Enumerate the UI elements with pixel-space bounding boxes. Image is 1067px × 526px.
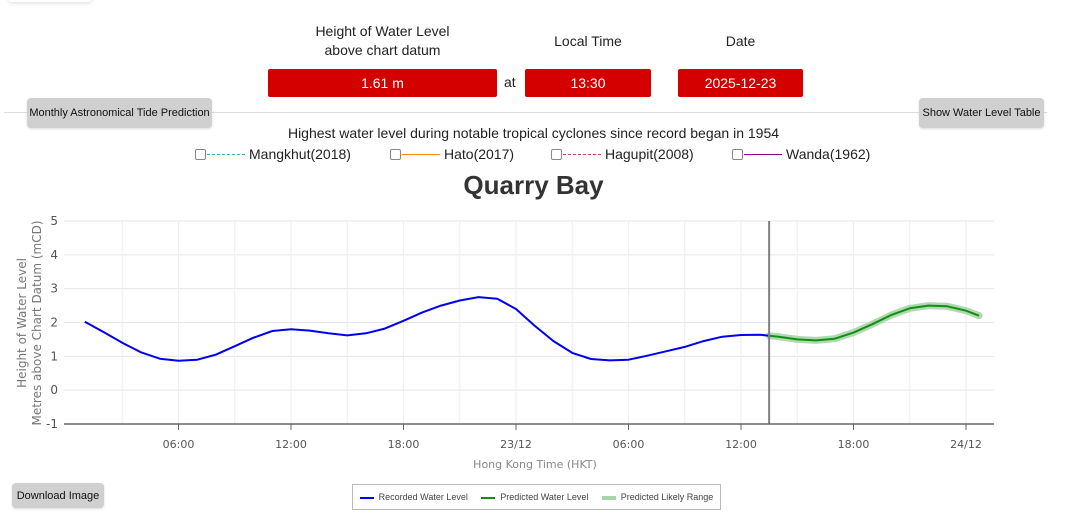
legend-recorded-label: Recorded Water Level (378, 492, 468, 502)
dashed-line-icon (563, 153, 601, 155)
solid-line-icon (744, 153, 782, 155)
checkbox[interactable] (390, 148, 401, 160)
cyclone-toggle-mangkhut[interactable]: Mangkhut(2018) (195, 146, 351, 162)
download-image-button[interactable]: Download Image (12, 483, 104, 508)
solid-line-icon (402, 153, 440, 155)
green-line-icon (481, 496, 496, 499)
y-tick-label: 4 (50, 248, 58, 262)
cyclone-toggle-hagupit[interactable]: Hagupit(2008) (551, 146, 694, 162)
monthly-tide-prediction-button[interactable]: Monthly Astronomical Tide Prediction (27, 98, 212, 128)
water-level-label-line2: above chart datum (324, 42, 441, 58)
x-tick-label: 18:00 (388, 438, 420, 451)
x-tick-label: 06:00 (613, 438, 645, 451)
x-axis-ticks: 06:00 12:00 18:00 23/12 06:00 12:00 18:00 24/12 (163, 424, 982, 451)
checkbox[interactable] (732, 148, 743, 160)
gridlines (64, 220, 994, 424)
cyclone-label: Hagupit(2008) (605, 146, 694, 162)
checkbox[interactable] (195, 148, 206, 160)
legend-predicted[interactable]: Predicted Water Level (481, 492, 588, 502)
y-tick-label: 5 (50, 214, 58, 228)
legend-range[interactable]: Predicted Likely Range (601, 492, 714, 502)
y-tick-label: 3 (50, 282, 58, 296)
y-tick-label: 1 (50, 349, 58, 363)
water-level-label-line1: Height of Water Level (315, 23, 450, 39)
y-tick-label: 0 (50, 383, 58, 397)
x-tick-label: 23/12 (500, 438, 532, 451)
date-value: 2025-12-23 (678, 69, 803, 97)
range-band-icon (601, 495, 616, 500)
x-tick-label: 24/12 (950, 438, 982, 451)
cyclone-legend-title: Highest water level during notable tropi… (287, 125, 780, 141)
cyclone-toggle-hato[interactable]: Hato(2017) (390, 146, 514, 162)
x-tick-label: 18:00 (838, 438, 870, 451)
chart-legend: Recorded Water Level Predicted Water Lev… (352, 484, 721, 510)
y-tick-label: -1 (46, 417, 58, 431)
y-tick-label: 2 (50, 316, 58, 330)
predicted-range-band (765, 302, 983, 344)
predicted-water-level-line (768, 304, 980, 342)
water-level-value: 1.61 m (268, 69, 497, 97)
top-tab-stub (8, 0, 92, 2)
cyclone-label: Mangkhut(2018) (249, 146, 351, 162)
water-level-label: Height of Water Level above chart datum (290, 22, 475, 60)
at-text: at (504, 74, 516, 90)
local-time-label: Local Time (554, 33, 622, 49)
x-tick-label: 12:00 (725, 438, 757, 451)
legend-predicted-label: Predicted Water Level (500, 492, 589, 502)
y-axis-label-line2: Metres above Chart Datum (mCD) (30, 220, 44, 425)
cyclone-label: Hato(2017) (444, 146, 515, 162)
legend-range-label: Predicted Likely Range (620, 492, 714, 502)
date-label: Date (725, 33, 756, 49)
chart-title: Quarry Bay (463, 170, 604, 200)
cyclone-toggle-wanda[interactable]: Wanda(1962) (732, 146, 870, 162)
x-tick-label: 12:00 (275, 438, 307, 451)
blue-line-icon (359, 496, 374, 499)
divider (4, 112, 1047, 113)
legend-recorded[interactable]: Recorded Water Level (359, 492, 468, 502)
x-tick-label: 06:00 (163, 438, 195, 451)
cyclone-label: Wanda(1962) (786, 146, 871, 162)
show-water-level-table-button[interactable]: Show Water Level Table (919, 98, 1044, 128)
x-axis-label: Hong Kong Time (HKT) (473, 458, 597, 471)
dashed-line-icon (207, 153, 245, 155)
local-time-value: 13:30 (525, 69, 651, 97)
checkbox[interactable] (551, 148, 562, 160)
y-axis-ticks: 5 4 3 2 1 0 -1 (46, 214, 58, 431)
recorded-water-level-line (84, 296, 770, 362)
y-axis-label-line1: Height of Water Level (15, 258, 29, 388)
